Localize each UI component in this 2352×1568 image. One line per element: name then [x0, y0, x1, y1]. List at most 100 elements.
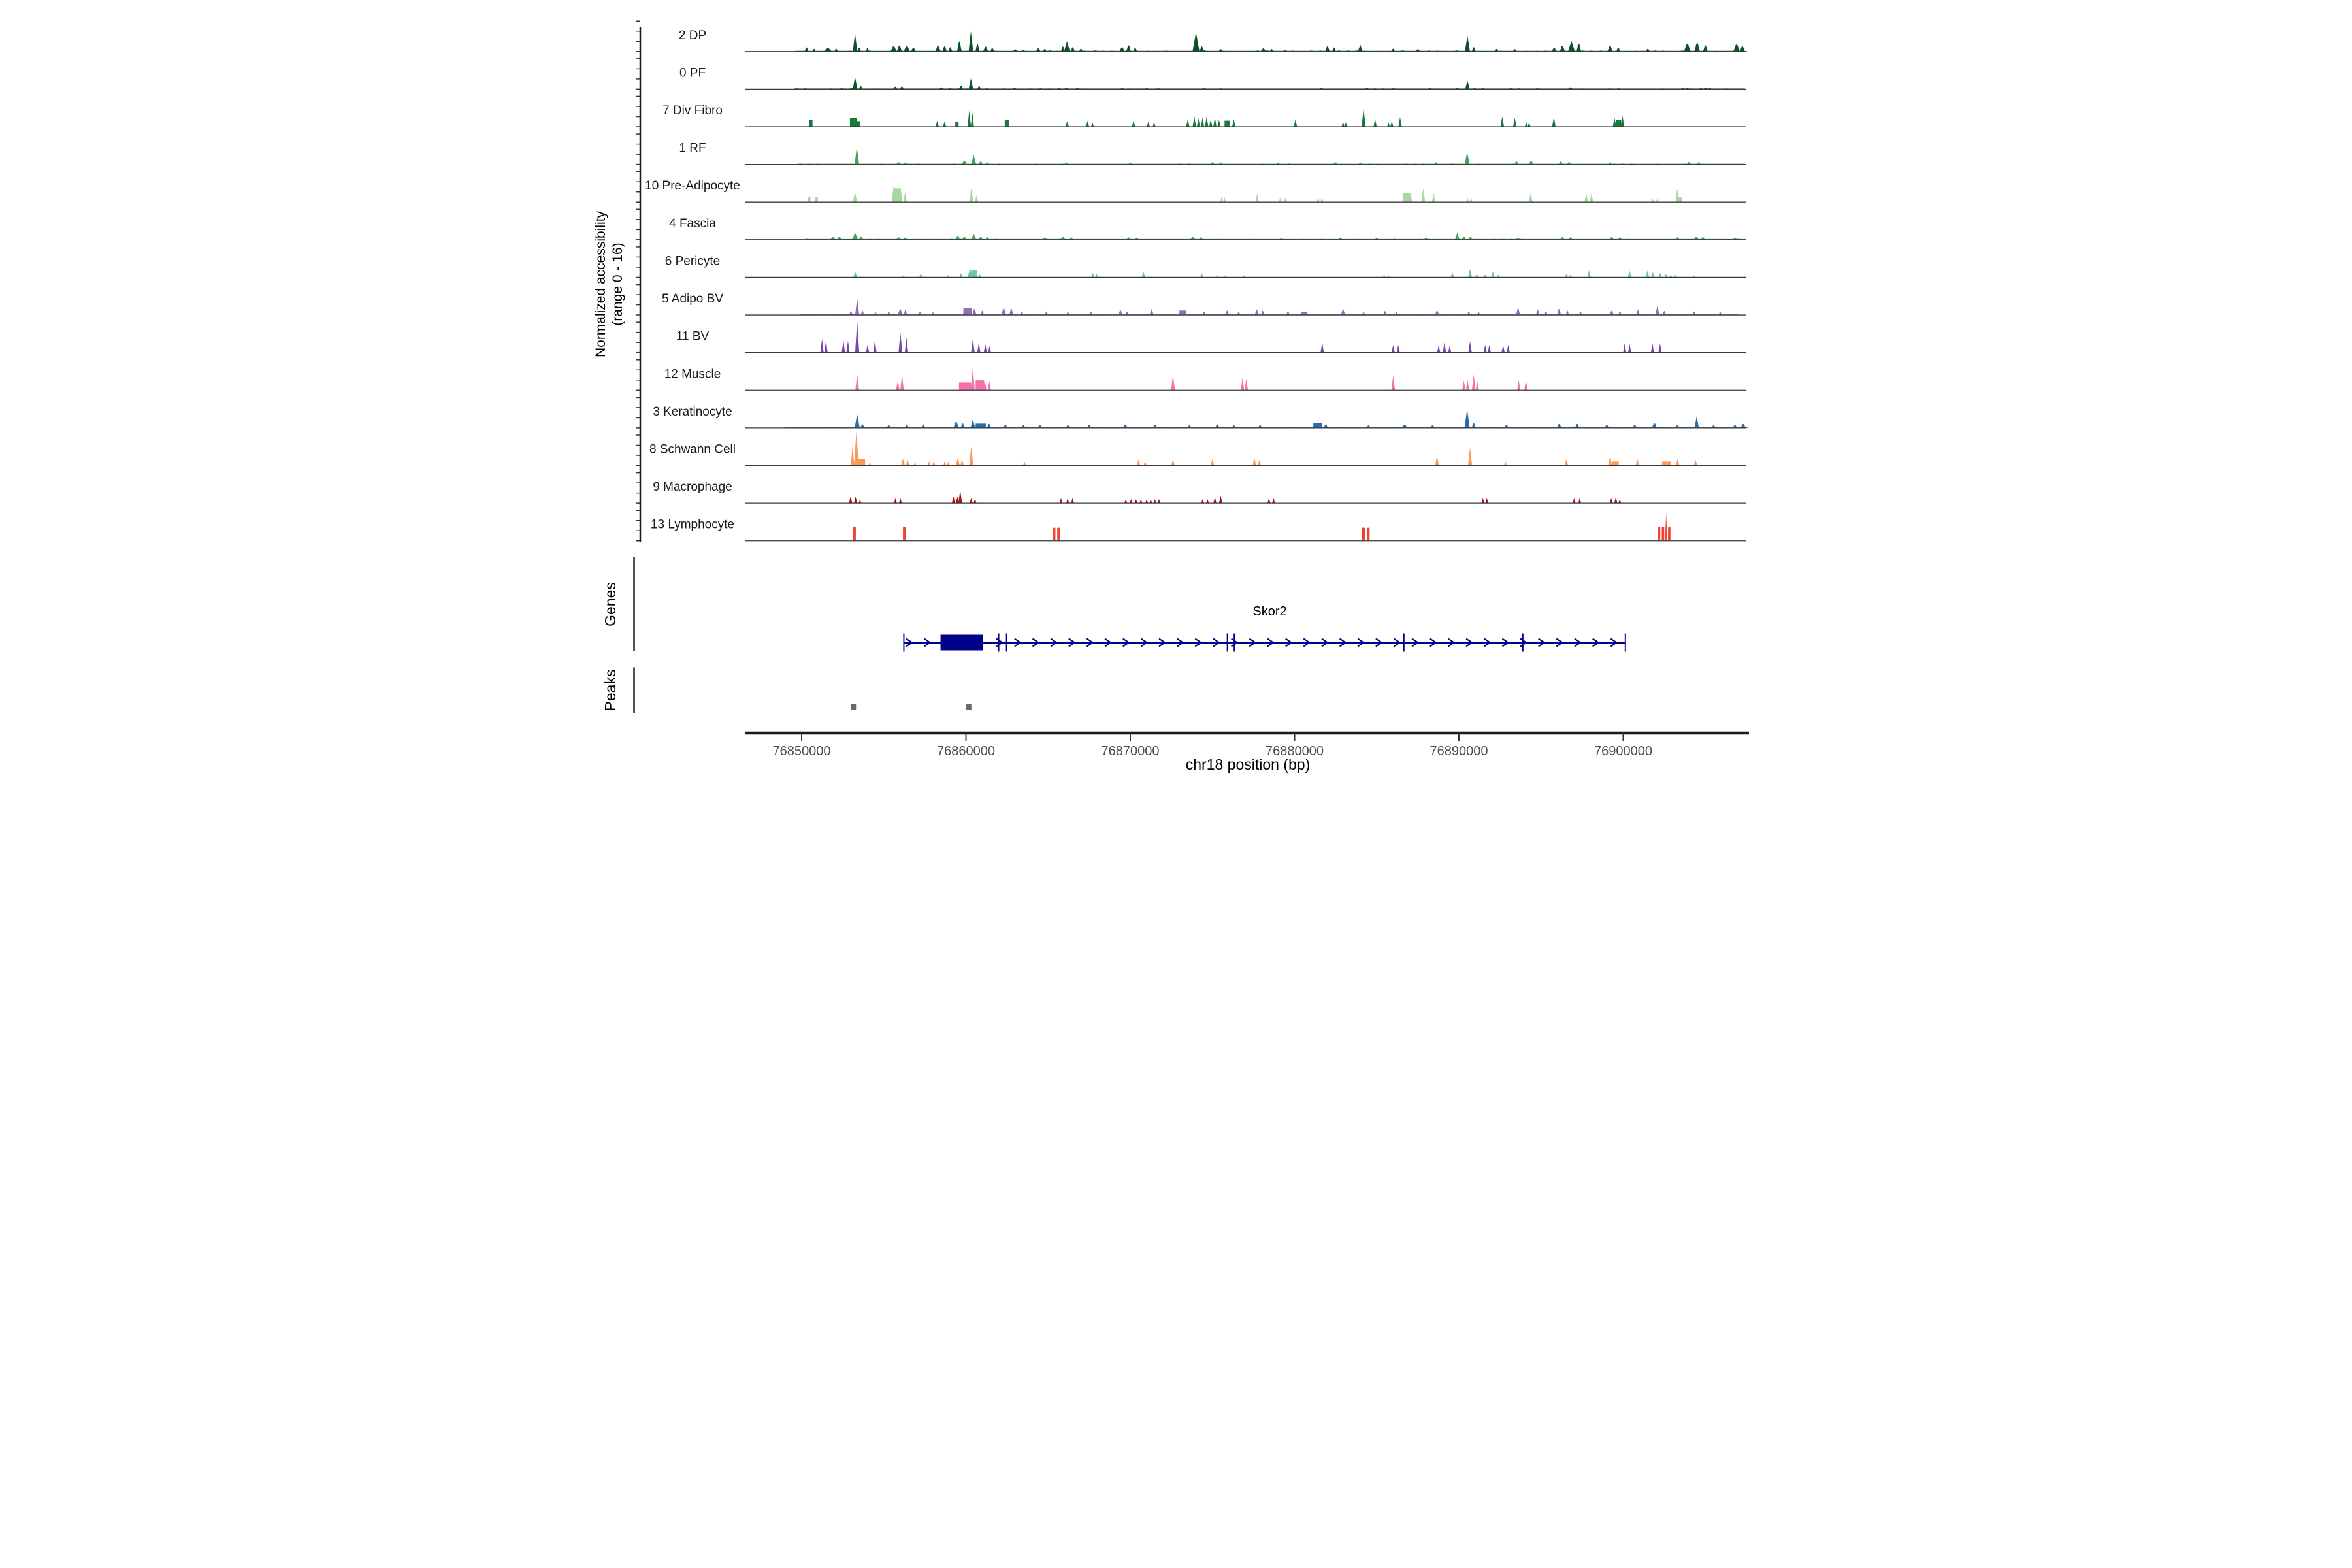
- strand-direction-arrow: [1284, 638, 1293, 647]
- track-label: 5 Adipo BV: [662, 292, 723, 306]
- track-1-rf: 1 RF: [679, 142, 1746, 165]
- strand-direction-arrow: [1050, 638, 1058, 647]
- strand-direction-arrow: [1538, 638, 1546, 647]
- strand-direction-arrow: [1140, 638, 1149, 647]
- track-5-adipo-bv: 5 Adipo BV: [662, 292, 1746, 316]
- track-signal: [849, 489, 1622, 504]
- strand-direction-arrow: [906, 638, 913, 647]
- strand-direction-arrow: [1501, 638, 1510, 647]
- strand-direction-arrow: [1574, 638, 1582, 647]
- strand-direction-arrow: [1213, 638, 1221, 647]
- strand-direction-arrow: [1520, 638, 1528, 647]
- strand-direction-arrow: [1104, 638, 1113, 647]
- track-label: 1 RF: [679, 142, 706, 155]
- strand-direction-arrow: [1393, 638, 1401, 647]
- track-6-pericyte: 6 Pericyte: [665, 254, 1746, 278]
- strand-direction-arrow: [1556, 638, 1564, 647]
- track-label: 8 Schwann Cell: [649, 443, 736, 457]
- x-axis-title: chr18 position (bp): [1186, 756, 1311, 773]
- strand-direction-arrow: [1592, 638, 1600, 647]
- y-axis-title-line2: (range 0 - 16): [610, 242, 625, 325]
- peaks-section-label: Peaks: [602, 670, 619, 711]
- x-axis-tick-label: 76870000: [1102, 744, 1160, 759]
- genes-section: Genes Skor2: [602, 557, 1626, 652]
- strand-direction-arrow: [1610, 638, 1618, 647]
- track-signal: [855, 367, 1528, 391]
- track-9-macrophage: 9 Macrophage: [653, 480, 1746, 504]
- strand-direction-arrow: [996, 638, 1004, 647]
- track-signal: [796, 146, 1742, 165]
- gene-name-label: Skor2: [1252, 604, 1286, 619]
- track-signal: [809, 108, 1625, 127]
- track-label: 12 Muscle: [664, 367, 721, 381]
- strand-direction-arrow: [1249, 638, 1257, 647]
- peak-intervals: [851, 704, 972, 710]
- track-label: 7 Div Fibro: [662, 104, 723, 118]
- track-10-pre-adipocyte: 10 Pre-Adipocyte: [645, 179, 1746, 203]
- strand-direction-arrow: [1122, 638, 1130, 647]
- strand-direction-arrow: [1158, 638, 1167, 647]
- track-signal: [853, 268, 1695, 278]
- strand-direction-arrow: [1484, 638, 1492, 647]
- track-signal: [820, 320, 1662, 353]
- gene-model-skor2: [903, 633, 1626, 652]
- strand-direction-arrow: [923, 638, 932, 647]
- track-4-fascia: 4 Fascia: [669, 217, 1746, 240]
- x-axis-tick-label: 76850000: [773, 744, 831, 759]
- track-label: 2 DP: [679, 29, 706, 42]
- track-label: 6 Pericyte: [665, 254, 720, 268]
- track-3-keratinocyte: 3 Keratinocyte: [653, 405, 1749, 429]
- y-axis: [636, 20, 642, 542]
- track-label: 10 Pre-Adipocyte: [645, 179, 740, 193]
- track-signal: [807, 408, 1749, 428]
- strand-direction-arrow: [1194, 638, 1203, 647]
- x-axis: 76850000 76860000 76870000 76880000 76890000…: [745, 731, 1749, 759]
- track-signal: [803, 232, 1742, 240]
- x-axis-tick-label: 76860000: [937, 744, 995, 759]
- track-8-schwann-cell: 8 Schwann Cell: [649, 431, 1746, 466]
- track-7-div-fibro: 7 Div Fibro: [662, 104, 1746, 127]
- track-label: 11 BV: [676, 330, 710, 344]
- peaks-section: Peaks: [602, 667, 972, 713]
- track-signal: [851, 431, 1697, 466]
- x-axis-tick-label: 76880000: [1266, 744, 1324, 759]
- y-axis-title-line1: Normalized accessibility: [593, 210, 608, 357]
- strand-direction-arrow: [1303, 638, 1311, 647]
- genome-browser-figure: Normalized accessibility (range 0 - 16) …: [593, 20, 1749, 773]
- peak-interval-box: [851, 704, 857, 710]
- track-label: 4 Fascia: [669, 217, 716, 231]
- track-label: 0 PF: [679, 66, 706, 80]
- strand-direction-arrow: [1339, 638, 1347, 647]
- track-11-bv: 11 BV: [676, 320, 1746, 353]
- strand-direction-arrow: [1068, 638, 1076, 647]
- track-label: 9 Macrophage: [653, 480, 732, 494]
- track-label: 3 Keratinocyte: [653, 405, 732, 419]
- track-signal: [808, 185, 1682, 203]
- strand-direction-arrow: [1014, 638, 1022, 647]
- strand-direction-arrow: [1447, 638, 1456, 647]
- accessibility-tracks: 2 DP 0 PF 7 Div Fibro 1 RF 10 Pre-Adipocyte 4…: [645, 29, 1749, 542]
- x-axis-tick-label: 76890000: [1430, 744, 1488, 759]
- track-2-dp: 2 DP: [679, 29, 1748, 52]
- strand-direction-arrow: [1177, 638, 1184, 647]
- x-axis-tick-label: 76900000: [1594, 744, 1652, 759]
- track-label: 13 Lymphocyte: [651, 518, 734, 532]
- strand-direction-arrow: [1231, 638, 1239, 647]
- track-signal: [798, 298, 1738, 316]
- strand-direction-arrow: [1357, 638, 1365, 647]
- genes-section-label: Genes: [602, 582, 619, 627]
- strand-direction-arrow: [1429, 638, 1437, 647]
- strand-direction-arrow: [1086, 638, 1094, 647]
- track-12-muscle: 12 Muscle: [664, 367, 1746, 391]
- strand-direction-arrow: [1321, 638, 1329, 647]
- figure-container: Normalized accessibility (range 0 - 16) …: [588, 0, 1764, 784]
- track-signal: [853, 513, 1671, 541]
- strand-direction-arrow: [1267, 638, 1275, 647]
- track-0-pf: 0 PF: [679, 66, 1748, 90]
- strand-direction-arrow: [1411, 638, 1420, 647]
- strand-direction-arrow: [1032, 638, 1040, 647]
- peak-interval-box: [966, 704, 972, 710]
- gene-exon-box: [940, 634, 983, 651]
- strand-direction-arrow: [1465, 638, 1474, 647]
- track-13-lymphocyte: 13 Lymphocyte: [651, 513, 1746, 542]
